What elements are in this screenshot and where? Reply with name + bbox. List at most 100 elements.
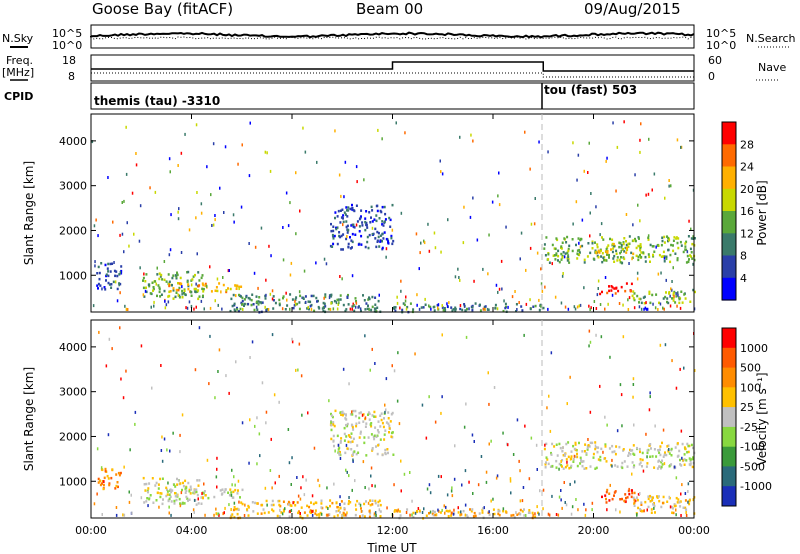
data-cell bbox=[238, 285, 241, 289]
data-cell bbox=[267, 308, 270, 311]
data-cell bbox=[647, 234, 650, 238]
data-cell bbox=[370, 422, 373, 425]
data-cell bbox=[591, 441, 594, 445]
data-cell bbox=[115, 506, 118, 509]
data-cell bbox=[539, 489, 541, 493]
data-cell bbox=[339, 450, 341, 454]
data-cell bbox=[181, 289, 184, 293]
data-cell bbox=[673, 290, 676, 294]
data-cell bbox=[345, 443, 348, 447]
data-cell bbox=[427, 222, 429, 226]
data-cell bbox=[330, 222, 332, 226]
nsky-label: N.Sky bbox=[2, 32, 34, 45]
data-cell bbox=[451, 511, 453, 515]
data-cell bbox=[652, 255, 655, 258]
data-cell bbox=[288, 502, 291, 505]
data-cell bbox=[377, 128, 379, 132]
data-cell bbox=[627, 308, 630, 311]
data-cell bbox=[588, 344, 590, 348]
data-cell bbox=[572, 222, 574, 226]
data-cell bbox=[359, 503, 362, 507]
data-cell bbox=[377, 431, 380, 434]
data-cell bbox=[371, 414, 374, 417]
data-cell bbox=[377, 500, 380, 504]
data-cell bbox=[154, 190, 157, 194]
freq-left-tick-bottom: 8 bbox=[68, 70, 75, 83]
data-cell bbox=[320, 499, 323, 502]
data-cell bbox=[648, 408, 651, 412]
data-cell bbox=[668, 495, 670, 499]
data-cell bbox=[406, 305, 409, 309]
data-cell bbox=[638, 463, 641, 466]
data-cell bbox=[597, 279, 600, 283]
data-cell bbox=[210, 193, 212, 197]
data-cell bbox=[278, 400, 280, 404]
data-cell bbox=[374, 499, 377, 503]
data-cell bbox=[373, 434, 376, 437]
data-cell bbox=[399, 514, 402, 517]
data-cell bbox=[471, 508, 474, 511]
data-cell bbox=[638, 297, 641, 301]
data-cell bbox=[150, 305, 152, 309]
data-cell bbox=[368, 418, 371, 421]
data-cell bbox=[298, 510, 300, 513]
data-cell bbox=[107, 274, 110, 278]
data-cell bbox=[107, 433, 110, 437]
data-cell bbox=[151, 477, 154, 480]
data-cell bbox=[198, 284, 201, 287]
data-cell bbox=[690, 237, 693, 240]
data-cell bbox=[193, 510, 195, 514]
data-cell bbox=[599, 455, 602, 459]
data-cell bbox=[542, 306, 545, 310]
data-cell bbox=[367, 411, 370, 414]
data-cell bbox=[603, 259, 605, 262]
data-cell bbox=[332, 423, 335, 426]
data-cell bbox=[371, 448, 374, 451]
data-cell bbox=[184, 491, 187, 494]
data-cell bbox=[459, 304, 462, 307]
data-cell bbox=[241, 421, 244, 425]
data-cell bbox=[537, 511, 539, 515]
data-cell bbox=[351, 207, 354, 210]
data-cell bbox=[477, 483, 480, 487]
data-cell bbox=[592, 456, 595, 459]
data-cell bbox=[183, 293, 186, 296]
data-cell bbox=[142, 286, 145, 290]
data-cell bbox=[385, 421, 388, 424]
data-cell bbox=[599, 303, 602, 306]
y-tick-label: 4000 bbox=[59, 341, 87, 354]
data-cell bbox=[100, 466, 103, 470]
data-cell bbox=[320, 506, 323, 509]
data-cell bbox=[687, 500, 689, 504]
data-cell bbox=[649, 243, 652, 247]
data-cell bbox=[392, 453, 395, 456]
data-cell bbox=[646, 455, 648, 459]
data-cell bbox=[233, 304, 236, 307]
data-cell bbox=[620, 285, 623, 289]
data-cell bbox=[668, 448, 670, 451]
data-cell bbox=[622, 247, 624, 251]
data-cell bbox=[292, 501, 294, 505]
data-cell bbox=[94, 260, 96, 264]
data-cell bbox=[169, 170, 171, 174]
data-cell bbox=[440, 411, 442, 415]
data-cell bbox=[310, 511, 313, 514]
data-cell bbox=[260, 301, 263, 305]
data-cell bbox=[604, 494, 607, 497]
data-cell bbox=[551, 243, 554, 247]
data-cell bbox=[368, 233, 371, 237]
data-cell bbox=[636, 294, 639, 298]
data-cell bbox=[521, 510, 524, 513]
data-cell bbox=[674, 301, 677, 304]
data-cell bbox=[153, 304, 155, 308]
data-cell bbox=[574, 443, 577, 446]
data-cell bbox=[140, 496, 143, 500]
x-tick-label: 00:00 bbox=[75, 524, 107, 537]
data-cell bbox=[337, 303, 339, 306]
data-cell bbox=[611, 464, 613, 468]
data-cell bbox=[468, 307, 470, 311]
data-cell bbox=[567, 441, 570, 444]
noise-panel-frame bbox=[90, 24, 695, 49]
data-cell bbox=[614, 490, 617, 493]
data-cell bbox=[318, 513, 321, 516]
